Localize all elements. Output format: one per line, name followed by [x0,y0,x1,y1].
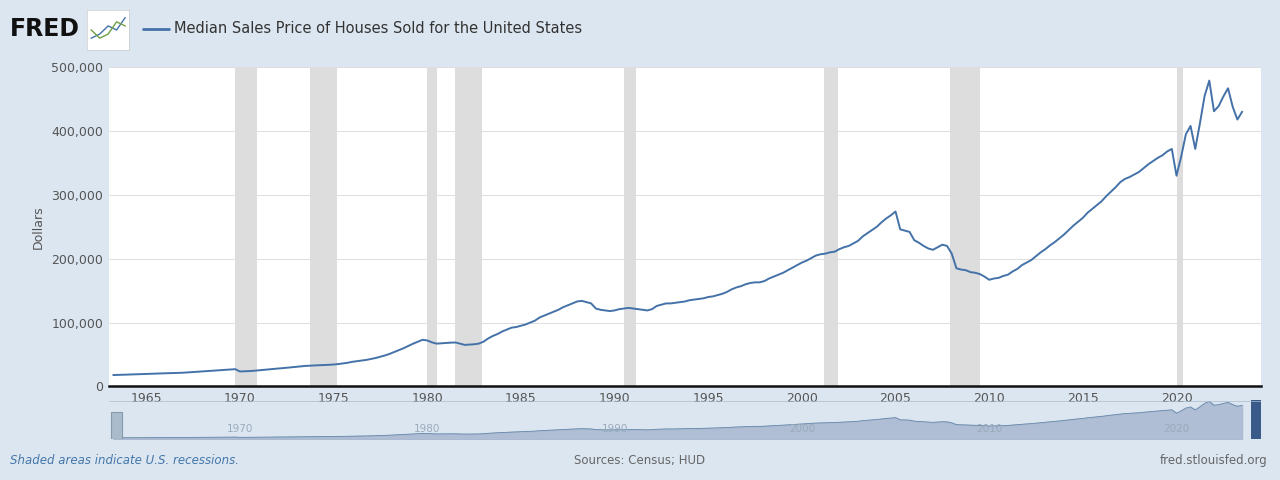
Text: 1980: 1980 [413,424,440,433]
Text: 2000: 2000 [788,424,815,433]
Bar [1176,67,1183,386]
Bar [950,67,979,386]
Text: Sources: Census; HUD: Sources: Census; HUD [575,454,705,467]
Bar [236,67,257,386]
Bar [623,67,636,386]
Text: Shaded areas indicate U.S. recessions.: Shaded areas indicate U.S. recessions. [10,454,239,467]
Text: 1990: 1990 [602,424,627,433]
Bar [428,67,436,386]
Bar [1252,399,1266,439]
Text: Median Sales Price of Houses Sold for the United States: Median Sales Price of Houses Sold for th… [174,21,582,36]
Bar [110,412,122,439]
Y-axis label: Dollars: Dollars [31,205,45,249]
Text: 1970: 1970 [227,424,253,433]
Text: fred.stlouisfed.org: fred.stlouisfed.org [1160,454,1267,467]
Text: 2020: 2020 [1164,424,1189,433]
Bar [456,67,483,386]
Text: 2010: 2010 [977,424,1002,433]
Bar [824,67,838,386]
Bar [310,67,337,386]
Text: FRED: FRED [10,17,81,41]
